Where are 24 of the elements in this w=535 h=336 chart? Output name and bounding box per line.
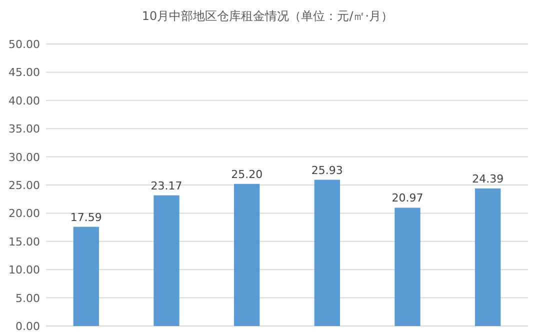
y-tick-label: 50.00 <box>8 38 40 51</box>
y-tick-label: 5.00 <box>16 292 40 305</box>
y-tick-label: 15.00 <box>8 235 40 248</box>
bar <box>154 195 180 326</box>
bar <box>474 188 501 326</box>
y-tick-label: 10.00 <box>8 264 40 277</box>
y-tick-label: 25.00 <box>8 179 40 192</box>
data-label: 25.93 <box>311 164 343 177</box>
bar <box>394 208 420 326</box>
y-tick-label: 30.00 <box>8 150 40 164</box>
data-label: 17.59 <box>70 210 102 224</box>
chart-title: 10月中部地区仓库租金情况（单位：元/㎡·月） <box>142 9 394 23</box>
y-tick-label: 35.00 <box>8 122 40 136</box>
data-label: 20.97 <box>392 192 424 205</box>
y-tick-label: 45.00 <box>8 66 40 80</box>
y-tick-label: 40.00 <box>8 94 40 108</box>
y-tick-label: 20.00 <box>8 207 40 220</box>
bar <box>234 184 260 326</box>
bar <box>314 180 340 326</box>
data-label: 23.17 <box>150 179 182 192</box>
data-label: 25.20 <box>231 168 263 181</box>
y-tick-label: 0.00 <box>16 320 40 333</box>
bar <box>73 226 100 326</box>
data-label: 24.39 <box>472 172 504 186</box>
